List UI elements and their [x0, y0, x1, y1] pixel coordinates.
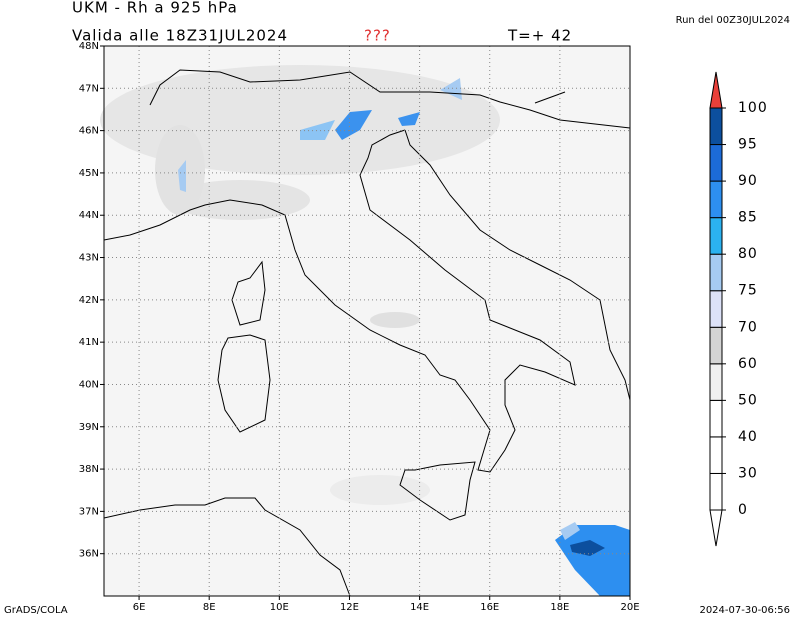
- y-tick-label: 44N: [79, 210, 99, 221]
- y-tick-label: 47N: [79, 83, 99, 94]
- sicily: [399, 461, 476, 521]
- x-tick-label: 20E: [620, 602, 639, 613]
- italy-coast: [103, 129, 576, 473]
- x-tick-label: 8E: [203, 602, 216, 613]
- sardinia: [217, 334, 271, 433]
- x-tick-label: 18E: [550, 602, 569, 613]
- colorbar-label: 90: [738, 173, 758, 189]
- forecast-step: T=+ 42: [507, 27, 572, 45]
- colorbar-label: 0: [738, 502, 748, 518]
- africa-coast: [103, 497, 351, 597]
- x-tick-label: 10E: [270, 602, 289, 613]
- colorbar-label: 95: [738, 137, 758, 153]
- lake: [534, 91, 566, 104]
- colorbar-band: [709, 472, 723, 511]
- colorbar-under: [709, 509, 723, 547]
- x-tick-label: 12E: [340, 602, 359, 613]
- blue-patch: [570, 540, 605, 556]
- colorbar-band: [709, 436, 723, 474]
- colorbar-band: [709, 290, 723, 328]
- colorbar-label: 85: [738, 210, 758, 226]
- colorbar-label: 30: [738, 465, 758, 481]
- colorbar-label: 100: [738, 100, 768, 116]
- footer-left: GrADS/COLA: [4, 605, 68, 616]
- x-tick-label: 16E: [480, 602, 499, 613]
- blue-patch: [300, 120, 335, 140]
- blue-patch: [440, 78, 462, 100]
- y-tick-label: 38N: [79, 464, 99, 475]
- gray-patch: [330, 475, 430, 505]
- colorbar-over: [709, 71, 723, 109]
- colorbar-band: [709, 253, 723, 292]
- colorbar-label: 75: [738, 283, 758, 299]
- alpine-borders: [149, 69, 631, 129]
- gray-patch: [370, 312, 420, 328]
- x-tick-label: 14E: [410, 602, 429, 613]
- y-tick-label: 46N: [79, 126, 99, 137]
- colorbar-band: [709, 217, 723, 255]
- y-tick-label: 41N: [79, 337, 99, 348]
- blue-patch: [398, 112, 420, 126]
- blue-patch: [335, 110, 372, 140]
- y-tick-label: 43N: [79, 253, 99, 264]
- map-frame: [103, 45, 631, 597]
- y-tick-label: 40N: [79, 379, 99, 390]
- y-tick-label: 45N: [79, 168, 99, 179]
- y-tick-label: 39N: [79, 422, 99, 433]
- colorbar-label: 50: [738, 392, 758, 408]
- run-time: Run del 00Z30JUL2024: [676, 15, 790, 26]
- blue-patch: [560, 522, 580, 540]
- blue-patch: [555, 525, 630, 596]
- x-tick-label: 6E: [133, 602, 146, 613]
- colorbar-label: 40: [738, 429, 758, 445]
- y-tick-label: 42N: [79, 295, 99, 306]
- title: UKM - Rh a 925 hPa: [72, 0, 238, 17]
- valid-time: Valida alle 18Z31JUL2024: [72, 27, 288, 45]
- colorbar-band: [709, 144, 723, 182]
- y-tick-label: 36N: [79, 549, 99, 560]
- footer-right: 2024-07-30-06:56: [699, 605, 790, 616]
- colorbar-band: [709, 326, 723, 365]
- blue-patch: [178, 160, 186, 192]
- y-tick-label: 48N: [79, 41, 99, 52]
- colorbar-label: 80: [738, 246, 758, 262]
- y-tick-label: 37N: [79, 506, 99, 517]
- map-area: [100, 45, 631, 597]
- corsica: [231, 260, 266, 326]
- colorbar-label: 60: [738, 356, 758, 372]
- colorbar-band: [709, 180, 723, 219]
- colorbar-label: 70: [738, 319, 758, 335]
- gray-patch: [170, 180, 310, 220]
- colorbar-band: [709, 399, 723, 438]
- marker: ???: [364, 27, 391, 45]
- colorbar-band: [709, 107, 723, 146]
- colorbar-band: [709, 363, 723, 401]
